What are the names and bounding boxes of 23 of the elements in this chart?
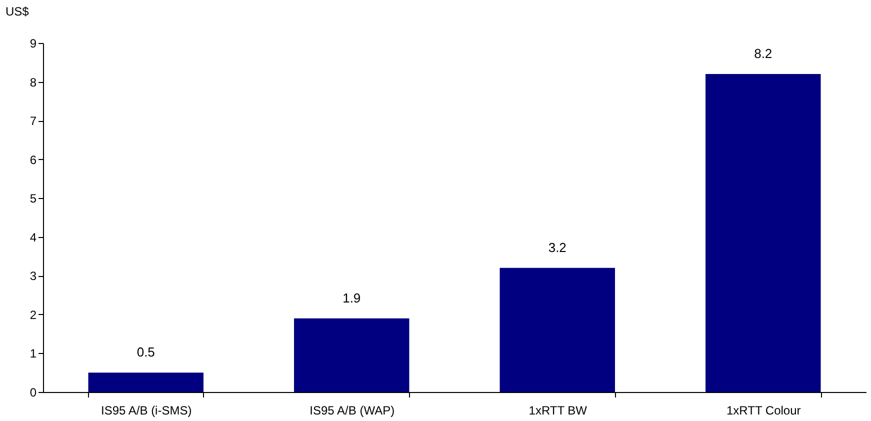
y-tick-label: 2	[30, 308, 37, 322]
data-label: 8.2	[754, 46, 772, 62]
y-tick-label: 5	[30, 192, 37, 206]
data-label: 3.2	[548, 240, 566, 255]
data-label: 1.9	[342, 290, 361, 306]
y-tick-label: 0	[30, 386, 37, 400]
y-tick-label: 3	[30, 269, 37, 284]
y-tick-label: 6	[30, 152, 37, 167]
y-tick-label: 7	[30, 114, 37, 128]
x-tick-label: IS95 A/B (i-SMS)	[101, 404, 192, 418]
y-tick-label: 1	[30, 346, 37, 361]
x-tick-label: 1xRTT Colour	[726, 404, 801, 418]
x-tick-label: 1xRTT BW	[528, 404, 588, 418]
bar	[88, 372, 204, 392]
x-tick-label: IS95 A/B (WAP)	[310, 404, 395, 418]
bar	[706, 74, 821, 392]
y-tick-label: 4	[30, 230, 37, 244]
data-label: 0.5	[136, 344, 155, 360]
y-tick-label: 9	[30, 36, 37, 50]
y-tick-label: 8	[30, 75, 37, 90]
y-axis-title: US$	[6, 4, 30, 18]
bar	[500, 268, 615, 392]
bar	[294, 318, 410, 392]
